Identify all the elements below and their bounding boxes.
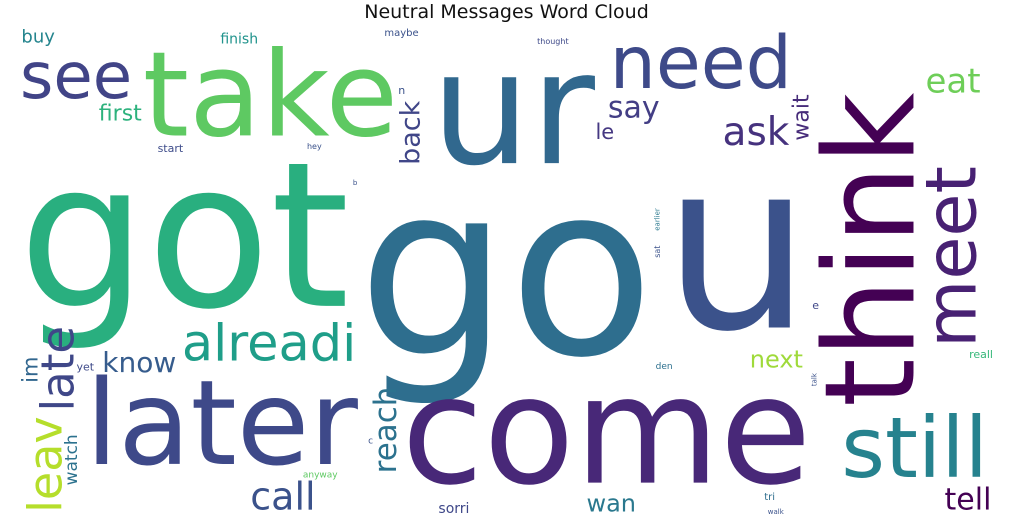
word-wan: wan bbox=[586, 489, 636, 517]
word-watch: watch bbox=[62, 434, 82, 485]
word-hey: hey bbox=[307, 142, 322, 151]
word-b: b bbox=[353, 179, 358, 187]
word-earlier: earlier bbox=[654, 208, 662, 231]
word-ur: ur bbox=[431, 27, 596, 201]
word-got: got bbox=[19, 118, 350, 354]
word-wait: wait bbox=[790, 94, 815, 141]
word-back: back bbox=[396, 100, 427, 165]
word-first: first bbox=[99, 102, 142, 127]
word-meet: meet bbox=[910, 166, 992, 348]
word-n: n bbox=[398, 84, 405, 97]
word-anyway: anyway bbox=[303, 470, 338, 480]
word-sorri: sorri bbox=[438, 501, 469, 517]
word-need: need bbox=[610, 27, 792, 106]
word-later: later bbox=[85, 354, 358, 492]
word-next: next bbox=[750, 346, 803, 374]
word-come: come bbox=[402, 346, 812, 517]
word-c: c bbox=[368, 437, 373, 447]
word-say: say bbox=[608, 91, 660, 126]
word-go: go bbox=[358, 134, 655, 411]
word-see: see bbox=[20, 40, 132, 114]
word-tell: tell bbox=[945, 483, 992, 517]
word-alreadi: alreadi bbox=[182, 314, 356, 373]
word-maybe: maybe bbox=[384, 28, 418, 39]
word-take: take bbox=[143, 27, 398, 164]
word-eat: eat bbox=[925, 62, 980, 102]
word-e: e bbox=[812, 299, 819, 312]
word-den: den bbox=[656, 362, 673, 372]
word-buy: buy bbox=[21, 27, 55, 48]
word-talk: talk bbox=[811, 372, 819, 386]
word-finish: finish bbox=[220, 31, 258, 47]
word-reach: reach bbox=[368, 387, 404, 474]
word-thought: thought bbox=[537, 37, 568, 46]
word-u: u bbox=[663, 112, 811, 384]
word-reall: reall bbox=[969, 348, 993, 361]
chart-title: Neutral Messages Word Cloud bbox=[364, 1, 649, 23]
word-le: le bbox=[595, 120, 614, 144]
word-leav: leav bbox=[19, 416, 73, 512]
word-tri: tri bbox=[764, 492, 775, 503]
word-yet: yet bbox=[76, 361, 94, 374]
word-start: start bbox=[158, 142, 184, 155]
word-think: think bbox=[798, 92, 943, 407]
word-walk: walk bbox=[768, 508, 785, 516]
word-late: late bbox=[31, 326, 84, 411]
word-ask: ask bbox=[723, 110, 790, 155]
word-know: know bbox=[102, 346, 176, 379]
word-call: call bbox=[250, 474, 315, 517]
word-still: still bbox=[841, 399, 988, 497]
word-im: im bbox=[18, 357, 42, 383]
word-sat: sat bbox=[653, 246, 662, 258]
